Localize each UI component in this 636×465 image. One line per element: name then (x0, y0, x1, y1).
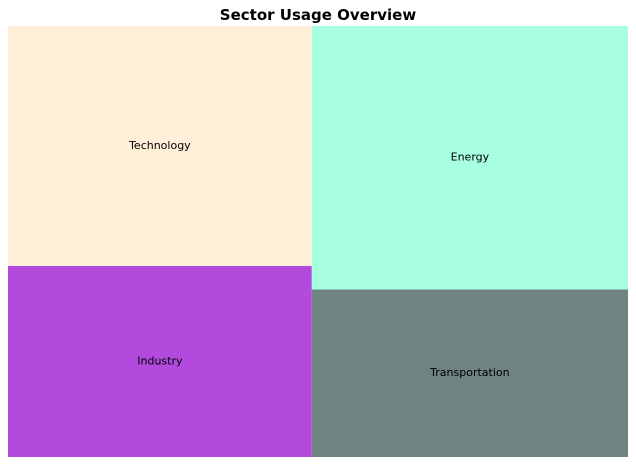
treemap-tiles: Technology Industry Energy Transportation (8, 26, 628, 457)
tile-technology (8, 26, 312, 266)
tile-label-transportation: Transportation (429, 366, 509, 379)
tile-transportation (311, 289, 628, 457)
chart-title: Sector Usage Overview (220, 6, 417, 24)
tile-industry (8, 265, 312, 457)
tile-label-industry: Industry (137, 354, 183, 367)
tile-energy (311, 26, 628, 290)
tile-label-energy: Energy (451, 151, 490, 164)
tile-label-technology: Technology (128, 139, 191, 152)
